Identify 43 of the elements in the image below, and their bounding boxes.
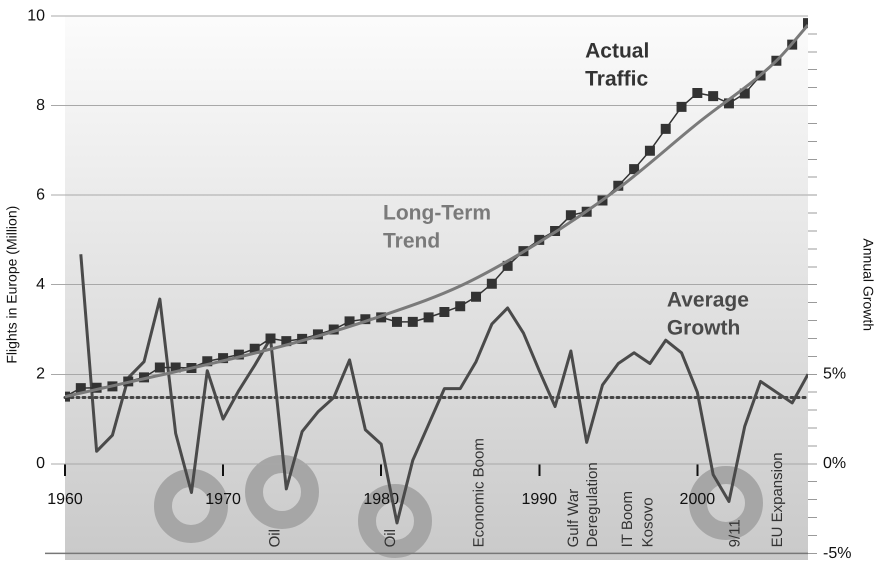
series-label: Long-Term Trend (383, 202, 492, 253)
point (629, 164, 640, 174)
y2-axis-title: Annual Growth (860, 238, 877, 332)
y-tick-label: 0 (36, 455, 46, 472)
point (455, 301, 466, 312)
y-axis-title: Flights in Europe (Million) (3, 206, 20, 364)
y2-tick-label: -5% (823, 544, 852, 562)
point (154, 362, 165, 373)
x-tick-label: 2000 (680, 490, 716, 508)
annotation: IT Boom (618, 490, 636, 548)
annotation: Economic Boom (470, 438, 488, 548)
y-tick-label: 4 (36, 276, 46, 294)
point (408, 316, 418, 327)
point (439, 307, 450, 318)
point (676, 102, 687, 112)
annotation: Deregulation (584, 462, 602, 548)
point (644, 146, 655, 156)
series-label: Actual Traffic (585, 39, 650, 90)
point (486, 278, 497, 289)
x-tick-label: 1960 (47, 490, 83, 508)
annotation: Kosovo (639, 497, 656, 548)
y2-tick-label: 5% (823, 366, 846, 383)
annotation: Oil (382, 529, 399, 548)
y-tick-label: 2 (36, 366, 46, 383)
point (692, 88, 702, 98)
annotation: EU Expansion (769, 452, 786, 548)
annotation: 9/11 (726, 519, 744, 548)
point (471, 292, 482, 302)
point (266, 333, 276, 344)
y2-tick-label: 0% (823, 455, 846, 472)
y-tick-label: 10 (27, 7, 46, 24)
point (566, 210, 576, 220)
series-label: Average Growth (666, 288, 749, 340)
y-tick-label: 6 (36, 186, 46, 204)
x-tick-label: 1970 (205, 490, 241, 508)
point (392, 316, 402, 327)
point (708, 91, 718, 102)
y-tick-label: 8 (36, 96, 46, 114)
x-tick-label: 1990 (521, 490, 558, 508)
point (660, 124, 671, 134)
annotation: Oil (266, 529, 284, 548)
annotation: Gulf War (565, 488, 582, 548)
point (424, 312, 434, 322)
